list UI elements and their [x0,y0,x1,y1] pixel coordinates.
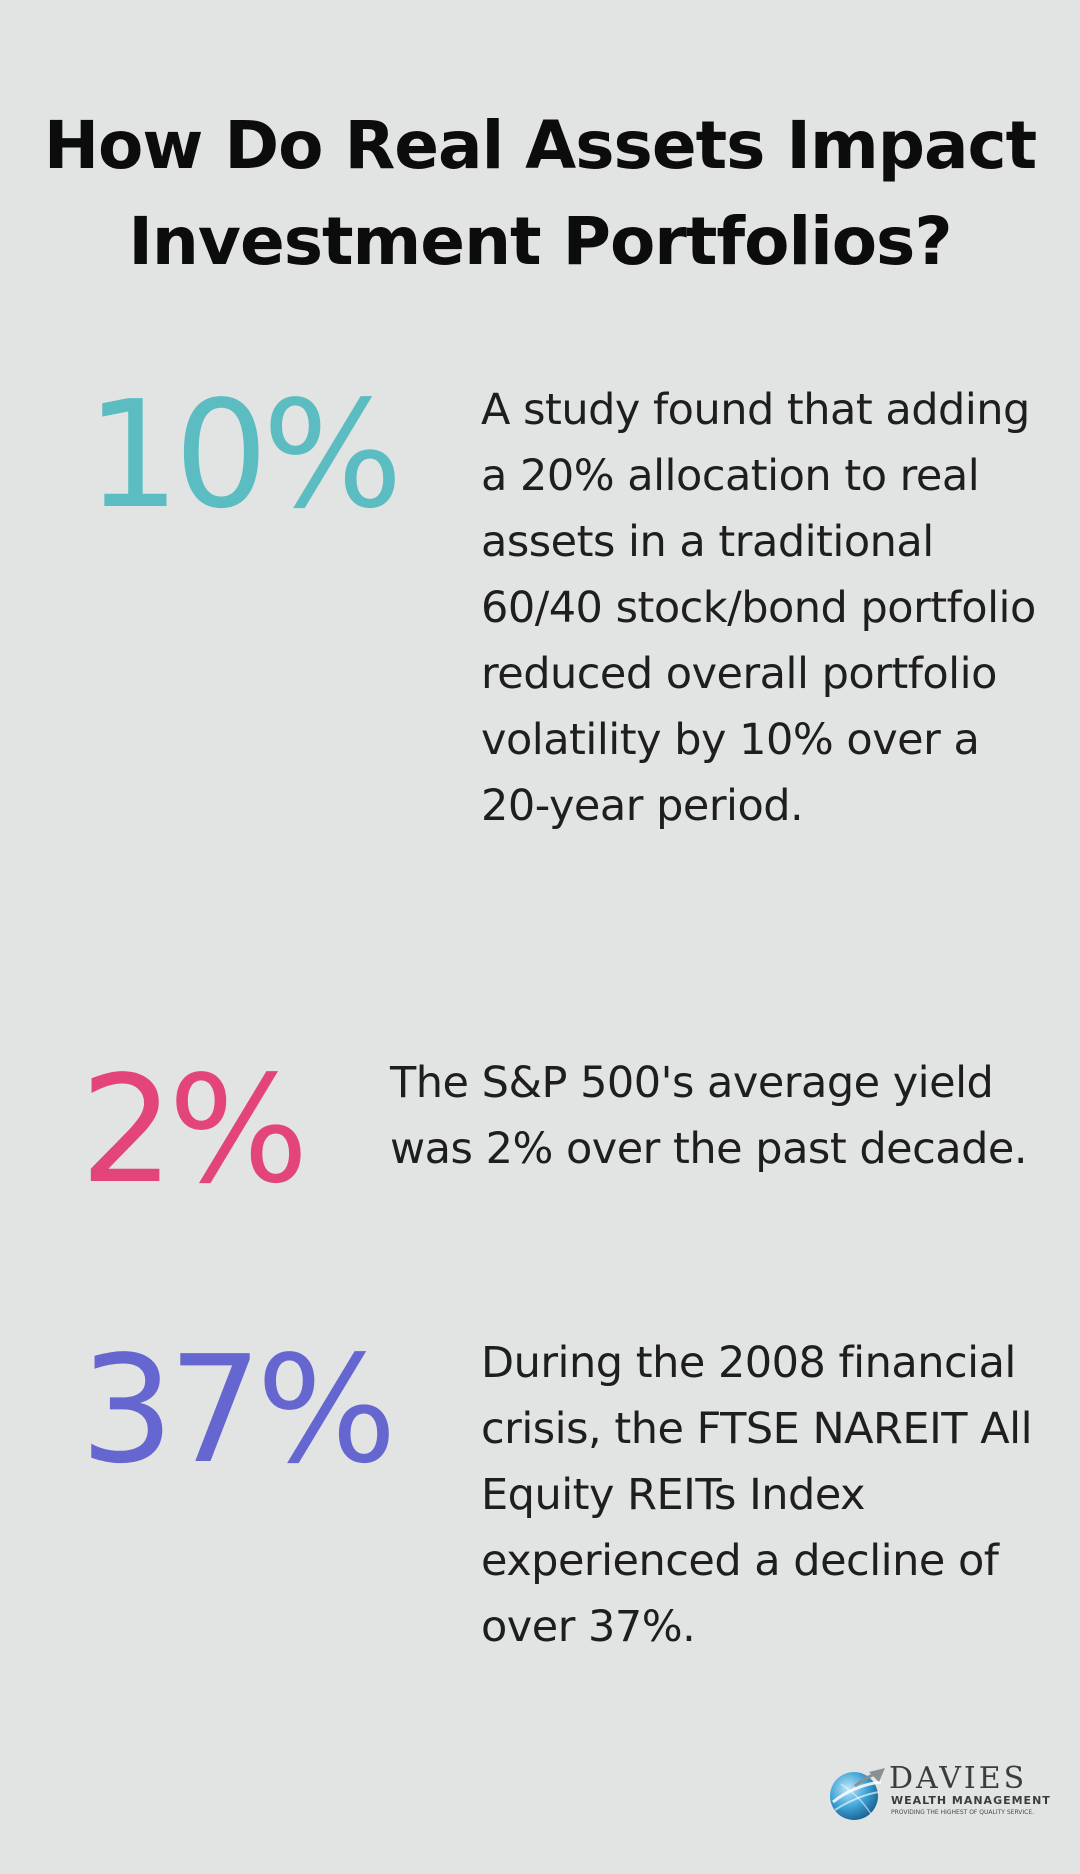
stat-description: A study found that adding a 20% allocati… [481,385,1036,831]
stat-description: During the 2008 financial crisis, the FT… [481,1338,1033,1652]
globe-icon [830,1768,885,1820]
stat-description: The S&P 500's average yield was 2% over … [390,1058,1028,1174]
page-title: How Do Real Assets Impact Investment Por… [43,107,1037,280]
stat-value: 2% [80,1044,309,1216]
stat-value: 37% [80,1324,397,1496]
logo-tagline: PROVIDING THE HIGHEST OF QUALITY SERVICE… [891,1809,1035,1816]
company-logo: DAVIES WEALTH MANAGEMENT PROVIDING THE H… [825,1761,1050,1824]
logo-name: DAVIES [889,1761,1028,1796]
stat-value: 10% [86,369,403,541]
logo-subtitle: WEALTH MANAGEMENT [891,1794,1051,1807]
